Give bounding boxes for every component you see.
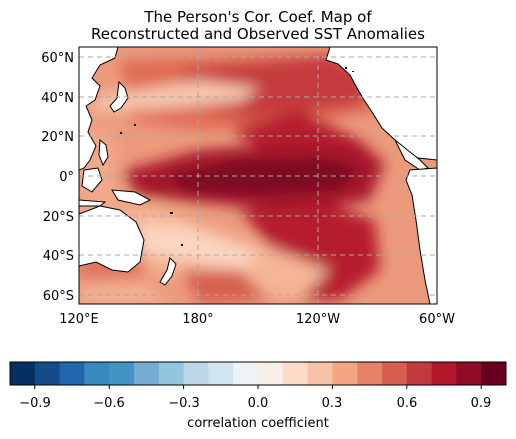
correlation-field [79, 47, 437, 304]
colorbar-tick-0.3: 0.3 [322, 396, 343, 411]
colorbar-segment [282, 362, 309, 385]
colorbar-segment [307, 362, 333, 385]
lat-tick-40n: 40°N [41, 91, 74, 106]
colorbar-segment [332, 362, 358, 385]
colorbar-tick-neg-0.6: −0.6 [93, 396, 125, 411]
landmass-asia [79, 47, 119, 171]
colorbar-segment [84, 362, 110, 385]
landmass-central-america [394, 139, 429, 171]
landmass-borneo [81, 167, 103, 193]
lon-tick-120w: 120°W [296, 312, 340, 327]
lat-tick-0: 0° [59, 170, 74, 185]
lat-tick-60n: 60°N [41, 51, 74, 66]
colorbar-segment [34, 362, 61, 385]
map-title-line-2: Reconstructed and Observed SST Anomalies [91, 25, 425, 43]
lat-tick-40s: 40°S [43, 249, 74, 264]
colorbar-segment [134, 362, 160, 385]
map-frame [78, 46, 438, 305]
colorbar-segment [431, 362, 457, 385]
colorbar-segment [258, 362, 284, 385]
colorbar-tick-0.9: 0.9 [471, 396, 492, 411]
lat-tick-20n: 20°N [41, 130, 74, 145]
colorbar-tick-neg-0.3: −0.3 [168, 396, 200, 411]
colorbar-label: correlation coefficient [187, 416, 329, 431]
colorbar-segment [183, 362, 209, 385]
lat-tick-20s: 20°S [43, 210, 74, 225]
colorbar-tick-0.6: 0.6 [397, 396, 418, 411]
island-marks [120, 67, 354, 246]
colorbar-segment [10, 362, 36, 385]
colorbar-segment [406, 362, 433, 385]
lon-tick-60w: 60°W [419, 312, 455, 327]
graticule [79, 47, 437, 304]
colorbar-tick-0.0: 0.0 [248, 396, 269, 411]
colorbar-segment [481, 362, 507, 385]
colorbar-tick-neg-0.9: −0.9 [19, 396, 51, 411]
landmass-north-america [325, 47, 437, 161]
colorbar-segment [109, 362, 135, 385]
lon-tick-180: 180° [182, 312, 213, 327]
landmass-philippines [98, 138, 109, 167]
colorbar [10, 362, 507, 385]
landmass-new-zealand [159, 257, 177, 286]
colorbar-segment [158, 362, 185, 385]
colorbar-segment [382, 362, 408, 385]
colorbar-segment [59, 362, 85, 385]
lon-tick-120e: 120°E [59, 312, 99, 327]
landmass-south-america [405, 167, 437, 304]
colorbar-segment [208, 362, 234, 385]
colorbar-segment [357, 362, 383, 385]
landmass-new-guinea [111, 189, 152, 206]
colorbar-segment [456, 362, 482, 385]
lat-tick-60s: 60°S [43, 289, 74, 304]
map-title-line-1: The Person's Cor. Coef. Map of [144, 8, 372, 26]
colorbar-segment [233, 362, 259, 385]
landmass-group [79, 47, 437, 304]
